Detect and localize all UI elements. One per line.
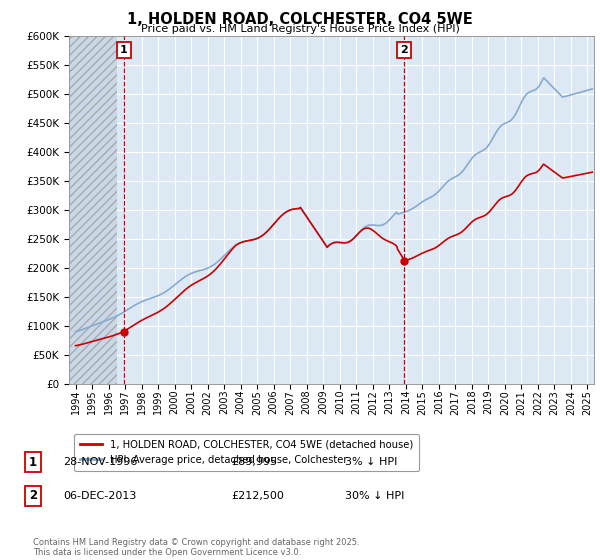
- Text: 2: 2: [401, 45, 409, 55]
- Point: [400, 256, 409, 265]
- Point: [119, 327, 128, 336]
- Text: 1: 1: [29, 455, 37, 469]
- Text: 28-NOV-1996: 28-NOV-1996: [63, 457, 137, 467]
- Text: Price paid vs. HM Land Registry's House Price Index (HPI): Price paid vs. HM Land Registry's House …: [140, 24, 460, 34]
- Text: 2: 2: [29, 489, 37, 502]
- Bar: [69, 36, 117, 384]
- Text: £89,995: £89,995: [231, 457, 277, 467]
- Legend: 1, HOLDEN ROAD, COLCHESTER, CO4 5WE (detached house), HPI: Average price, detach: 1, HOLDEN ROAD, COLCHESTER, CO4 5WE (det…: [74, 434, 419, 471]
- Text: 06-DEC-2013: 06-DEC-2013: [63, 491, 136, 501]
- Text: £212,500: £212,500: [231, 491, 284, 501]
- Text: 1, HOLDEN ROAD, COLCHESTER, CO4 5WE: 1, HOLDEN ROAD, COLCHESTER, CO4 5WE: [127, 12, 473, 27]
- Text: 1: 1: [120, 45, 128, 55]
- Text: 3% ↓ HPI: 3% ↓ HPI: [345, 457, 397, 467]
- Text: 30% ↓ HPI: 30% ↓ HPI: [345, 491, 404, 501]
- Text: Contains HM Land Registry data © Crown copyright and database right 2025.
This d: Contains HM Land Registry data © Crown c…: [33, 538, 359, 557]
